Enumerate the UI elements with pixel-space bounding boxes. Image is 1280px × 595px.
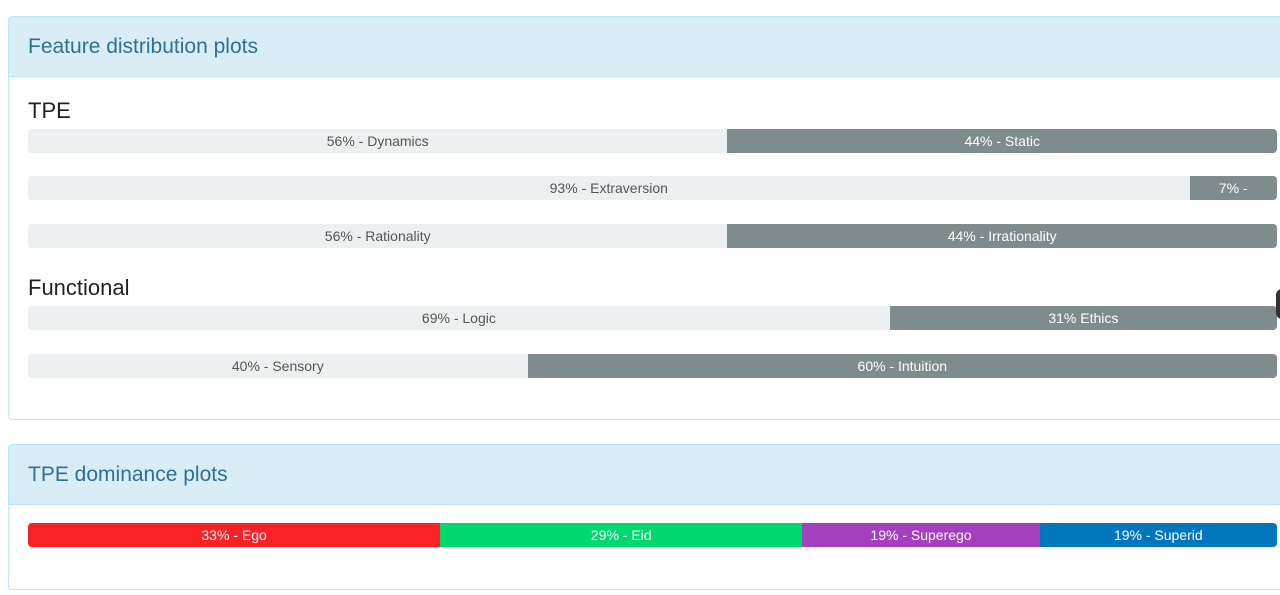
bar-segment-intuition: 60% - Intuition [527,354,1277,378]
bar-segment-irrationality: 44% - Irrationality [727,224,1277,248]
bar-segment-dynamics: 56% - Dynamics [28,129,728,153]
feature-bar-logic-ethics: 69% - Logic 31% Ethics [28,306,1277,330]
bar-segment-eid: 29% - Eid [440,523,803,547]
feature-distribution-panel: Feature distribution plots TPE 56% - Dyn… [8,16,1280,420]
dominance-bar: 33% - Ego 29% - Eid 19% - Superego 19% -… [28,523,1277,547]
feature-bar-rationality-irrationality: 56% - Rationality 44% - Irrationality [28,224,1277,248]
feature-bar-dynamics-static: 56% - Dynamics 44% - Static [28,129,1277,153]
section-title-functional: Functional [28,275,130,300]
bar-segment-introversion: 7% - [1189,176,1277,200]
tpe-dominance-title: TPE dominance plots [28,462,228,486]
feature-bar-extraversion: 93% - Extraversion 7% - [28,176,1277,200]
tpe-dominance-heading: TPE dominance plots [9,445,1280,505]
feature-distribution-title: Feature distribution plots [28,34,258,58]
section-title-tpe: TPE [28,98,71,123]
bar-segment-logic: 69% - Logic [28,306,890,330]
bar-segment-ego: 33% - Ego [28,523,441,547]
bar-segment-static: 44% - Static [727,129,1277,153]
tpe-dominance-panel: TPE dominance plots 33% - Ego 29% - Eid … [8,444,1280,590]
feature-distribution-heading: Feature distribution plots [9,17,1280,77]
bar-segment-superid: 19% - Superid [1039,523,1277,547]
scroll-handle[interactable] [1276,289,1280,319]
bar-segment-sensory: 40% - Sensory [28,354,528,378]
bar-segment-extraversion: 93% - Extraversion [28,176,1190,200]
bar-segment-superego: 19% - Superego [802,523,1040,547]
bar-segment-rationality: 56% - Rationality [28,224,728,248]
feature-bar-sensory-intuition: 40% - Sensory 60% - Intuition [28,354,1277,378]
bar-segment-ethics: 31% Ethics [889,306,1277,330]
